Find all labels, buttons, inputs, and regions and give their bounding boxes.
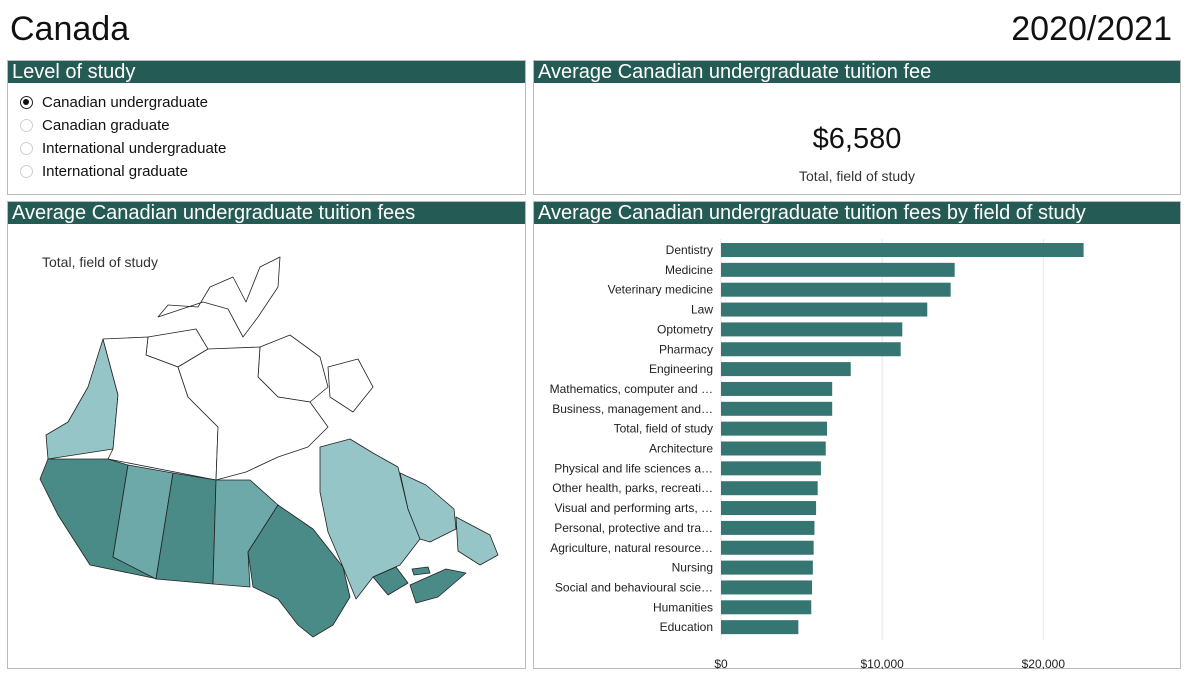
bar[interactable] (721, 362, 851, 377)
category-label: Nursing (672, 561, 713, 575)
radio-button-icon[interactable] (20, 96, 33, 109)
category-label: Architecture (649, 442, 713, 456)
chart-gridlines (720, 239, 1044, 640)
year-title: 2020/2021 (1011, 10, 1172, 48)
radio-button-icon[interactable] (20, 165, 33, 178)
map-region-yukon[interactable] (45, 338, 119, 460)
category-label: Engineering (649, 362, 713, 376)
chart-tick-labels: $0 $10,000 $20,000 (714, 657, 1065, 669)
radio-label: Canadian undergraduate (42, 94, 208, 111)
average-fee-caption: Total, field of study (799, 168, 915, 184)
category-label: Other health, parks, recreati… (552, 481, 713, 495)
bar[interactable] (721, 381, 833, 396)
category-label: Veterinary medicine (608, 283, 714, 297)
average-fee-value: $6,580 (812, 123, 902, 155)
average-fee-panel: Average Canadian undergraduate tuition f… (533, 60, 1181, 195)
category-label: Pharmacy (659, 342, 713, 356)
category-label: Business, management and… (552, 402, 713, 416)
category-label: Total, field of study (614, 422, 713, 436)
category-label: Visual and performing arts, … (554, 501, 713, 515)
map-region-nova-scotia[interactable] (409, 568, 467, 604)
category-label: Mathematics, computer and … (550, 382, 713, 396)
radio-label: International undergraduate (42, 140, 227, 157)
bar[interactable] (721, 520, 815, 535)
category-label: Humanities (653, 600, 713, 614)
radio-canadian-graduate[interactable]: Canadian graduate (20, 114, 525, 137)
map-caption: Total, field of study (42, 254, 158, 270)
bar[interactable] (721, 560, 813, 575)
chart-category-labels: Dentistry Medicine Veterinary medicine Law O… (550, 243, 714, 634)
bar-chart-title: Average Canadian undergraduate tuition f… (534, 202, 1180, 224)
average-fee-title: Average Canadian undergraduate tuition f… (534, 61, 1180, 83)
map-title: Average Canadian undergraduate tuition f… (8, 202, 525, 224)
category-label: Social and behavioural scie… (555, 580, 713, 594)
map-region-nunavut[interactable] (177, 346, 329, 481)
map-region-prince-edward-island[interactable] (411, 566, 431, 576)
radio-international-graduate[interactable]: International graduate (20, 160, 525, 183)
level-of-study-panel: Level of study Canadian undergraduate Ca… (7, 60, 526, 195)
bar[interactable] (721, 600, 812, 615)
category-label: Medicine (665, 263, 713, 277)
level-of-study-title: Level of study (8, 61, 525, 83)
bar[interactable] (721, 461, 821, 476)
category-label: Law (691, 303, 713, 317)
bar[interactable] (721, 620, 799, 635)
radio-button-icon[interactable] (20, 142, 33, 155)
category-label: Agriculture, natural resource… (550, 541, 713, 555)
category-label: Dentistry (666, 243, 713, 257)
map-panel: Average Canadian undergraduate tuition f… (7, 201, 526, 669)
x-tick-label: $10,000 (860, 657, 904, 669)
map-region-quebec[interactable] (319, 438, 421, 600)
radio-canadian-undergraduate[interactable]: Canadian undergraduate (20, 91, 525, 114)
bar[interactable] (721, 322, 903, 337)
map-region-newfoundland-labrador[interactable] (399, 472, 499, 566)
bar[interactable] (721, 441, 826, 456)
x-tick-label: $20,000 (1022, 657, 1066, 669)
x-tick-label: $0 (714, 657, 728, 669)
bar[interactable] (721, 580, 813, 595)
country-title: Canada (10, 10, 130, 48)
bar[interactable] (721, 342, 901, 357)
radio-label: Canadian graduate (42, 117, 170, 134)
bar[interactable] (721, 421, 828, 436)
category-label: Optometry (657, 322, 713, 336)
bar-chart: Dentistry Medicine Veterinary medicine Law O… (550, 239, 1084, 669)
bar[interactable] (721, 302, 928, 317)
category-label: Physical and life sciences a… (554, 461, 713, 475)
bar[interactable] (721, 262, 955, 277)
bar-chart-panel: Average Canadian undergraduate tuition f… (533, 201, 1181, 669)
map-region-ontario[interactable] (247, 504, 351, 638)
bar[interactable] (721, 401, 833, 416)
canada-map (39, 256, 499, 638)
bar[interactable] (721, 243, 1084, 257)
bar[interactable] (721, 540, 814, 555)
level-of-study-options: Canadian undergraduate Canadian graduate… (8, 83, 525, 183)
category-label: Education (660, 620, 713, 634)
radio-international-undergraduate[interactable]: International undergraduate (20, 137, 525, 160)
bar[interactable] (721, 282, 951, 297)
radio-button-icon[interactable] (20, 119, 33, 132)
map-region-new-brunswick[interactable] (372, 566, 409, 596)
chart-bars (721, 243, 1084, 635)
bar[interactable] (721, 501, 817, 516)
radio-label: International graduate (42, 163, 188, 180)
category-label: Personal, protective and tra… (554, 521, 713, 535)
bar[interactable] (721, 481, 818, 496)
